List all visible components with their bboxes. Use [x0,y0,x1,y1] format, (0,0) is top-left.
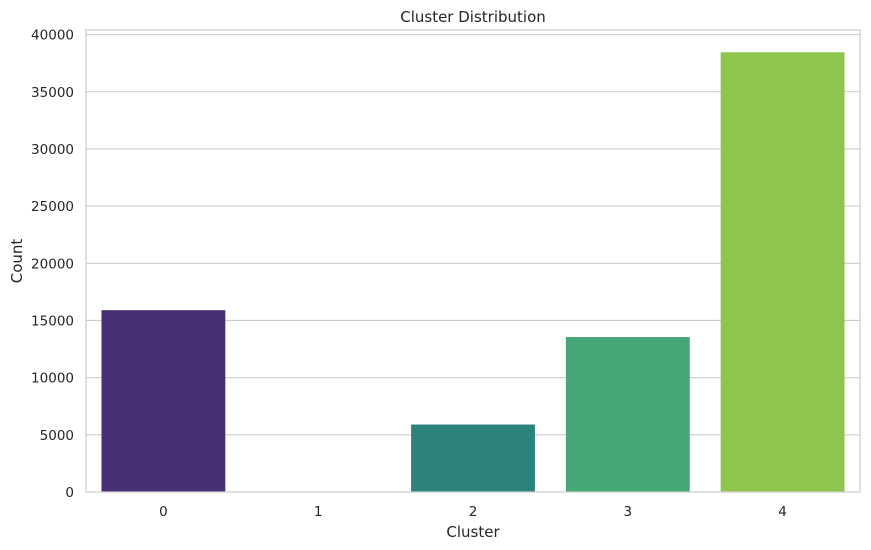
bar-cluster-3 [565,337,690,492]
x-axis-label: Cluster [446,523,500,541]
y-tick-label: 35000 [31,85,74,101]
x-tick-label: 4 [778,504,787,520]
y-tick-label: 30000 [31,142,74,158]
y-tick-label: 5000 [40,428,74,444]
x-tick-labels: 0 1 2 3 4 [159,504,787,520]
bars [101,52,845,493]
y-tick-labels: 0 5000 10000 15000 20000 25000 30000 35000 40000 [31,28,74,501]
y-tick-label: 10000 [31,371,74,387]
bar-cluster-4 [720,52,845,493]
y-tick-label: 15000 [31,313,74,329]
chart-title: Cluster Distribution [400,8,546,26]
x-tick-label: 2 [469,504,478,520]
x-tick-label: 1 [314,504,323,520]
y-tick-label: 25000 [31,199,74,215]
x-tick-label: 0 [159,504,168,520]
bar-cluster-0 [101,310,226,492]
y-axis-label: Count [8,239,26,284]
y-tick-label: 0 [65,485,74,501]
plot-frame [85,29,861,493]
y-tick-label: 20000 [31,256,74,272]
bar-cluster-2 [411,424,535,492]
x-tick-label: 3 [624,504,633,520]
y-tick-label: 40000 [31,28,74,44]
